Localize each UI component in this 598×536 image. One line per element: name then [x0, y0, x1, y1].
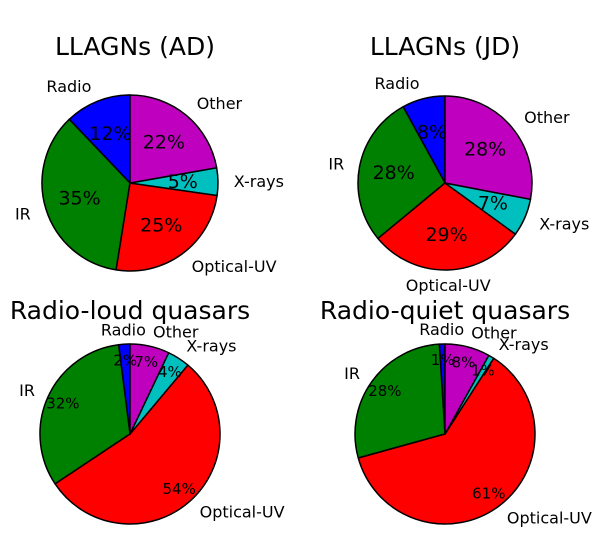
percent-label-optical-uv: 61%: [472, 484, 505, 502]
wedge-other: [129, 94, 218, 184]
category-label-optical-uv: Optical-UV: [200, 502, 285, 521]
percent-label-other: 8%: [452, 354, 476, 372]
category-label-ir: IR: [344, 364, 360, 383]
pie-chart-2: LLAGNs (JD) 8% Radio 28% IR 29% Optical-UV 7% X-…: [328, 32, 589, 295]
pie-labels: 12% Radio 35% IR 25% Optical-UV 5% X-rays 22% Oth…: [15, 77, 284, 276]
percent-label-other: 28%: [464, 139, 506, 161]
pie-wedges: [41, 94, 219, 272]
category-label-x-rays: X-rays: [186, 337, 236, 356]
wedge-other: [444, 95, 533, 201]
percent-label-optical-uv: 25%: [140, 215, 182, 237]
percent-label-ir: 32%: [46, 394, 79, 412]
chart-title: LLAGNs (AD): [55, 32, 215, 61]
category-label-x-rays: X-rays: [539, 214, 589, 233]
category-label-optical-uv: Optical-UV: [192, 257, 277, 276]
percent-label-radio: 1%: [431, 351, 455, 369]
wedge-optical-uv: [115, 182, 218, 272]
wedge-ir: [39, 343, 131, 485]
percent-label-x-rays: 7%: [478, 193, 508, 215]
category-label-x-rays: X-rays: [234, 172, 284, 191]
pie-chart-4: Radio-quiet quasars 1% Radio 28% IR 61%Optica…: [320, 296, 592, 528]
category-label-radio: Radio: [419, 320, 464, 339]
category-label-radio: Radio: [375, 74, 420, 93]
category-label-optical-uv: Optical-UV: [507, 509, 592, 528]
wedge-optical-uv: [357, 357, 536, 525]
category-label-other: Other: [197, 94, 243, 113]
pie-wedges: [354, 343, 536, 525]
percent-label-radio: 8%: [417, 121, 447, 143]
wedge-other: [129, 343, 170, 435]
pie-chart-3: Radio-loud quasars 2% Radio 32% IR 54%Optical…: [10, 296, 285, 525]
percent-label-radio: 2%: [113, 351, 137, 369]
percent-label-other: 7%: [134, 353, 158, 371]
category-label-optical-uv: Optical-UV: [406, 276, 491, 295]
category-label-ir: IR: [15, 204, 31, 223]
category-label-ir: IR: [19, 381, 35, 400]
category-label-ir: IR: [328, 154, 344, 173]
category-label-radio: Radio: [46, 77, 91, 96]
category-label-other: Other: [524, 108, 570, 127]
wedge-ir: [354, 343, 446, 459]
category-label-other: Other: [471, 323, 517, 342]
pie-chart-1: LLAGNs (AD) 12% Radio 35% IR 25% Optical-UV 5% X…: [15, 32, 284, 276]
wedge-optical-uv: [54, 364, 221, 525]
wedge-other: [444, 343, 490, 435]
percent-label-x-rays: 4%: [158, 363, 182, 381]
percent-label-ir: 35%: [58, 188, 100, 210]
wedge-ir: [41, 118, 131, 271]
wedge-optical-uv: [377, 182, 517, 271]
chart-title: Radio-loud quasars: [10, 296, 250, 325]
pie-labels: 8% Radio 28% IR 29% Optical-UV 7% X-rays 28% Othe…: [328, 74, 589, 295]
pie-wedges: [357, 95, 533, 271]
percent-label-x-rays: 1%: [471, 362, 495, 380]
wedge-ir: [357, 106, 446, 240]
percent-label-optical-uv: 29%: [425, 224, 467, 246]
percent-label-ir: 28%: [368, 382, 401, 400]
percent-label-x-rays: 5%: [168, 171, 198, 193]
percent-label-optical-uv: 54%: [163, 480, 196, 498]
wedge-radio: [68, 94, 131, 184]
pie-labels: 2% Radio 32% IR 54%Optical-UV 4%X-rays 7% Other: [19, 320, 284, 521]
category-label-other: Other: [153, 323, 199, 342]
pie-wedges: [39, 343, 221, 525]
category-label-x-rays: X-rays: [499, 335, 549, 354]
percent-label-ir: 28%: [373, 162, 415, 184]
chart-title: LLAGNs (JD): [370, 32, 520, 61]
percent-label-radio: 12%: [89, 123, 131, 145]
percent-label-other: 22%: [143, 132, 185, 154]
category-label-radio: Radio: [101, 320, 146, 339]
chart-title: Radio-quiet quasars: [320, 296, 570, 325]
